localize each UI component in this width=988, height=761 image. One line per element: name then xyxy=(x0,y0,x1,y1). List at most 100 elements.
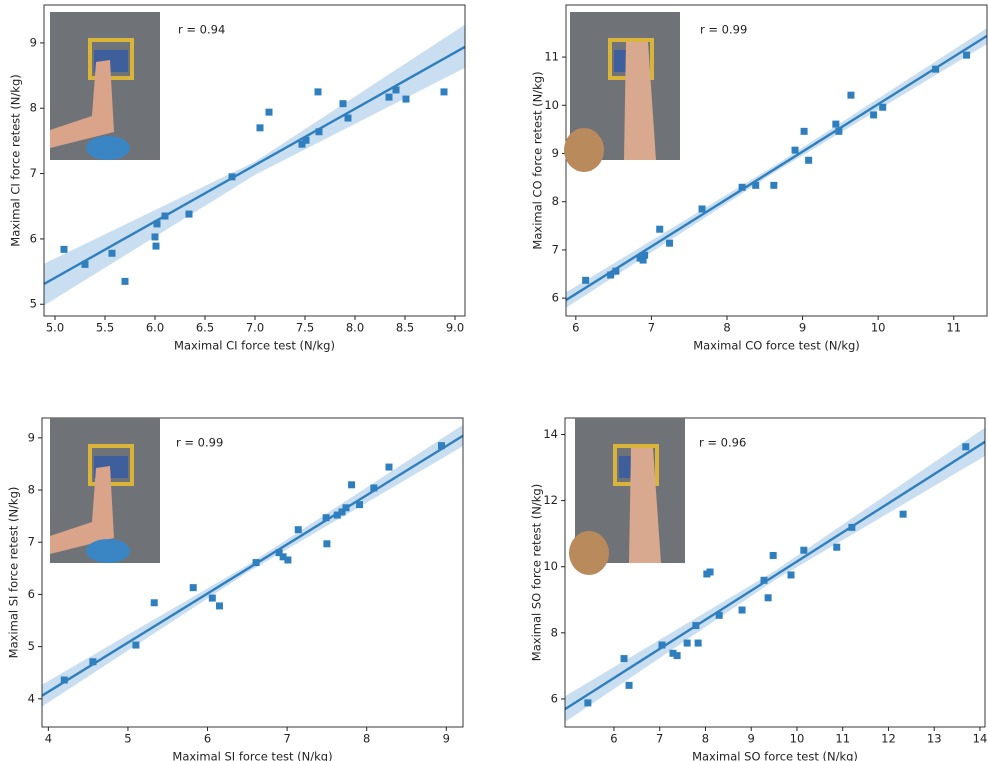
data-point xyxy=(656,226,663,233)
x-tick-label: 9.0 xyxy=(446,321,464,335)
data-point xyxy=(295,526,302,533)
y-tick-label: 8 xyxy=(30,101,37,115)
x-tick-label: 13 xyxy=(927,732,942,746)
data-point xyxy=(761,577,768,584)
x-tick-label: 8 xyxy=(702,732,709,746)
data-point xyxy=(848,524,855,531)
data-point xyxy=(393,86,400,93)
data-point xyxy=(932,66,939,73)
data-point xyxy=(132,642,139,649)
data-point xyxy=(752,182,759,189)
data-point xyxy=(641,252,648,259)
x-tick-label: 7.0 xyxy=(246,321,264,335)
data-point xyxy=(962,443,969,450)
inset-photo xyxy=(564,12,680,172)
y-tick-label: 7 xyxy=(28,535,35,549)
y-tick-label: 8 xyxy=(551,625,558,639)
data-point xyxy=(345,115,352,122)
data-point xyxy=(832,121,839,128)
data-point xyxy=(122,278,129,285)
x-tick-label: 4 xyxy=(45,732,52,746)
x-tick-label: 6 xyxy=(204,732,211,746)
y-tick-label: 7 xyxy=(30,166,37,180)
y-tick-label: 11 xyxy=(544,50,559,64)
x-tick-label: 8.5 xyxy=(396,321,414,335)
x-tick-label: 9 xyxy=(748,732,755,746)
x-axis-label: Maximal SO force test (N/kg) xyxy=(692,750,858,761)
data-point xyxy=(303,137,310,144)
x-tick-label: 7 xyxy=(656,732,663,746)
data-point xyxy=(739,184,746,191)
data-point xyxy=(870,111,877,118)
photo-cushion xyxy=(86,136,130,160)
data-point xyxy=(626,682,633,689)
data-point xyxy=(770,182,777,189)
data-point xyxy=(315,88,322,95)
data-point xyxy=(765,594,772,601)
x-tick-label: 8 xyxy=(363,732,370,746)
data-point xyxy=(833,544,840,551)
data-point xyxy=(612,268,619,275)
data-point xyxy=(666,240,673,247)
data-point xyxy=(386,94,393,101)
y-tick-label: 5 xyxy=(28,639,35,653)
data-point xyxy=(152,233,159,240)
data-point xyxy=(770,552,777,559)
data-point xyxy=(621,655,628,662)
data-point xyxy=(229,173,236,180)
data-point xyxy=(216,602,223,609)
data-point xyxy=(835,128,842,135)
data-point xyxy=(707,569,714,576)
data-point xyxy=(879,104,886,111)
y-axis-label: Maximal SO force retest (N/kg) xyxy=(530,484,544,661)
data-point xyxy=(739,607,746,614)
y-tick-label: 14 xyxy=(543,427,558,441)
data-point xyxy=(162,213,169,220)
x-tick-label: 12 xyxy=(881,732,896,746)
x-tick-label: 10 xyxy=(790,732,805,746)
data-point xyxy=(109,250,116,257)
data-point xyxy=(684,640,691,647)
data-point xyxy=(209,595,216,602)
data-point xyxy=(370,484,377,491)
x-axis-label: Maximal SI force test (N/kg) xyxy=(172,750,332,761)
data-point xyxy=(151,599,158,606)
y-tick-label: 6 xyxy=(30,231,37,245)
data-point xyxy=(441,88,448,95)
x-tick-label: 5.5 xyxy=(96,321,114,335)
data-point xyxy=(61,677,68,684)
y-tick-label: 10 xyxy=(544,98,559,112)
data-point xyxy=(266,109,273,116)
data-point xyxy=(403,96,410,103)
x-tick-label: 9 xyxy=(799,321,806,335)
data-point xyxy=(253,559,260,566)
x-tick-label: 10 xyxy=(871,321,886,335)
y-tick-label: 12 xyxy=(543,493,558,507)
x-tick-label: 11 xyxy=(946,321,961,335)
x-tick-label: 8 xyxy=(723,321,730,335)
data-point xyxy=(584,699,591,706)
x-tick-label: 6 xyxy=(610,732,617,746)
data-point xyxy=(340,100,347,107)
x-tick-label: 5.0 xyxy=(46,321,64,335)
y-tick-label: 8 xyxy=(28,483,35,497)
data-point xyxy=(805,157,812,164)
data-point xyxy=(343,504,350,511)
y-tick-label: 4 xyxy=(28,691,35,705)
y-tick-label: 7 xyxy=(552,242,559,256)
x-tick-label: 6 xyxy=(572,321,579,335)
y-tick-label: 6 xyxy=(551,691,558,705)
x-tick-label: 8.0 xyxy=(346,321,364,335)
y-tick-label: 8 xyxy=(552,194,559,208)
data-point xyxy=(385,464,392,471)
correlation-annotation: r = 0.99 xyxy=(176,436,223,450)
data-point xyxy=(153,243,160,250)
data-point xyxy=(190,584,197,591)
data-point xyxy=(186,211,193,218)
x-axis-label: Maximal CO force test (N/kg) xyxy=(693,339,860,353)
data-point xyxy=(323,540,330,547)
y-tick-label: 5 xyxy=(30,297,37,311)
